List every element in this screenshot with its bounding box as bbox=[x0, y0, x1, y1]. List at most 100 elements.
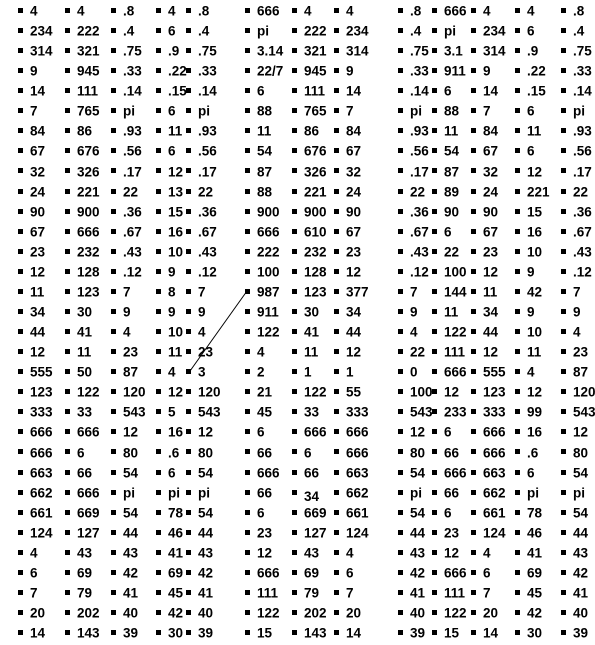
cell-value: 1 bbox=[304, 364, 312, 380]
square-bullet-icon bbox=[471, 509, 476, 515]
grid-cell: 3.1 bbox=[432, 41, 463, 61]
grid-cell: 326 bbox=[292, 162, 327, 182]
cell-value: 666 bbox=[77, 224, 100, 240]
cell-value: 41 bbox=[168, 545, 184, 561]
grid-cell: 22 bbox=[111, 182, 138, 202]
cell-value: 122 bbox=[444, 324, 467, 340]
square-bullet-icon bbox=[432, 268, 437, 274]
square-bullet-icon bbox=[334, 429, 339, 435]
square-bullet-icon bbox=[398, 208, 403, 214]
square-bullet-icon bbox=[398, 349, 403, 355]
cell-value: 11 bbox=[483, 284, 498, 300]
cell-value: 100 bbox=[444, 264, 467, 280]
cell-value: 234 bbox=[30, 23, 53, 39]
cell-value: 11 bbox=[168, 344, 183, 360]
grid-cell: 4 bbox=[65, 1, 85, 21]
square-bullet-icon bbox=[18, 589, 23, 595]
square-bullet-icon bbox=[18, 610, 23, 616]
cell-value: 3 bbox=[198, 364, 206, 380]
grid-cell: 79 bbox=[292, 583, 319, 603]
cell-value: 66 bbox=[444, 485, 460, 501]
cell-value: 124 bbox=[30, 525, 53, 541]
square-bullet-icon bbox=[111, 268, 116, 274]
square-bullet-icon bbox=[245, 68, 250, 74]
grid-cell: 4 bbox=[515, 1, 535, 21]
square-bullet-icon bbox=[561, 630, 566, 636]
square-bullet-icon bbox=[515, 469, 520, 475]
square-bullet-icon bbox=[156, 429, 161, 435]
square-bullet-icon bbox=[561, 549, 566, 555]
grid-cell: 6 bbox=[515, 101, 535, 121]
square-bullet-icon bbox=[515, 228, 520, 234]
cell-value: 4 bbox=[573, 324, 581, 340]
square-bullet-icon bbox=[398, 529, 403, 535]
square-bullet-icon bbox=[245, 389, 250, 395]
grid-cell: .36 bbox=[111, 202, 142, 222]
grid-cell: 39 bbox=[111, 623, 138, 643]
grid-cell: .9 bbox=[515, 41, 538, 61]
cell-value: 12 bbox=[483, 344, 499, 360]
square-bullet-icon bbox=[334, 228, 339, 234]
cell-value: 3.14 bbox=[257, 43, 284, 59]
grid-cell: 333 bbox=[471, 402, 506, 422]
cell-value: 222 bbox=[257, 244, 280, 260]
square-bullet-icon bbox=[156, 469, 161, 475]
square-bullet-icon bbox=[471, 308, 476, 314]
grid-cell: 4 bbox=[561, 322, 581, 342]
square-bullet-icon bbox=[245, 489, 250, 495]
cell-value: 221 bbox=[527, 184, 550, 200]
grid-cell: 127 bbox=[65, 523, 100, 543]
square-bullet-icon bbox=[515, 349, 520, 355]
grid-cell: 54 bbox=[398, 463, 425, 483]
square-bullet-icon bbox=[561, 108, 566, 114]
grid-cell: 123 bbox=[471, 382, 506, 402]
cell-value: 22 bbox=[410, 344, 426, 360]
grid-cell: .22 bbox=[156, 61, 187, 81]
cell-value: 39 bbox=[198, 625, 214, 641]
cell-value: 69 bbox=[304, 565, 320, 581]
square-bullet-icon bbox=[245, 7, 250, 13]
square-bullet-icon bbox=[245, 268, 250, 274]
cell-value: 321 bbox=[77, 43, 100, 59]
grid-cell: 11 bbox=[292, 342, 318, 362]
square-bullet-icon bbox=[292, 489, 297, 495]
grid-cell: .12 bbox=[186, 262, 217, 282]
grid-cell: 40 bbox=[561, 603, 588, 623]
cell-value: 43 bbox=[123, 545, 139, 561]
square-bullet-icon bbox=[245, 509, 250, 515]
grid-cell: 45 bbox=[245, 402, 272, 422]
grid-cell: .67 bbox=[186, 222, 217, 242]
cell-value: 30 bbox=[527, 625, 543, 641]
grid-cell: 6 bbox=[334, 563, 354, 583]
grid-cell: 11 bbox=[65, 342, 91, 362]
grid-cell: pi bbox=[561, 483, 585, 503]
grid-cell: 666 bbox=[432, 563, 467, 583]
square-bullet-icon bbox=[111, 28, 116, 33]
cell-value: 54 bbox=[444, 143, 460, 159]
square-bullet-icon bbox=[156, 610, 161, 616]
grid-cell: .67 bbox=[561, 222, 592, 242]
cell-value: 543 bbox=[198, 404, 221, 420]
grid-cell: 321 bbox=[65, 41, 100, 61]
grid-cell: 4 bbox=[334, 1, 354, 21]
cell-value: 221 bbox=[304, 184, 327, 200]
grid-cell: 7 bbox=[561, 282, 581, 302]
grid-cell: 43 bbox=[111, 543, 138, 563]
cell-value: 100 bbox=[410, 384, 433, 400]
grid-cell: 120 bbox=[111, 382, 146, 402]
grid-cell: 11 bbox=[432, 121, 458, 141]
grid-cell: 44 bbox=[186, 523, 213, 543]
grid-cell: 44 bbox=[471, 322, 498, 342]
grid-cell: 16 bbox=[156, 422, 183, 442]
cell-value: 4 bbox=[30, 545, 38, 561]
grid-cell: 12 bbox=[561, 422, 588, 442]
square-bullet-icon bbox=[65, 630, 70, 636]
grid-cell: 4 bbox=[111, 322, 131, 342]
cell-value: 30 bbox=[77, 304, 93, 320]
square-bullet-icon bbox=[398, 248, 403, 254]
grid-cell: 9 bbox=[18, 61, 38, 81]
square-bullet-icon bbox=[18, 7, 23, 13]
square-bullet-icon bbox=[561, 409, 566, 415]
cell-value: 4 bbox=[168, 364, 176, 380]
square-bullet-icon bbox=[432, 429, 437, 435]
